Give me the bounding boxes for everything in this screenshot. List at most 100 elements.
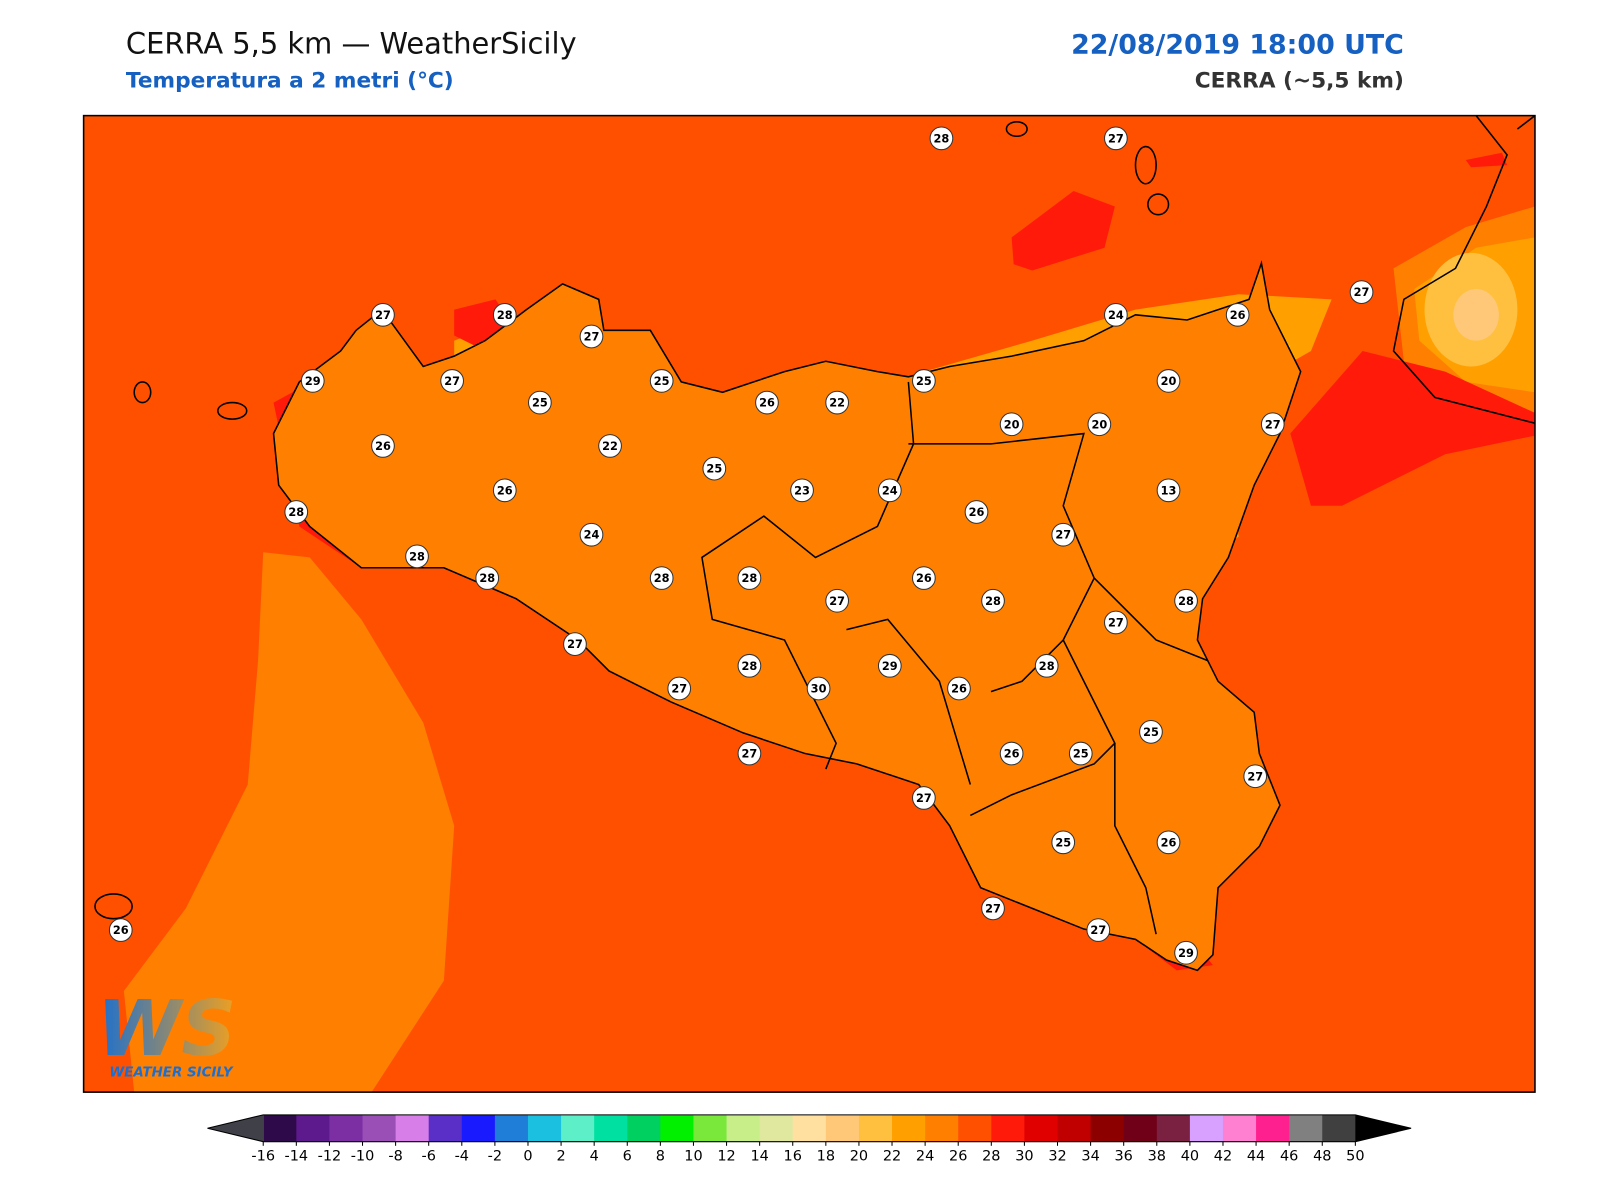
station-marker	[981, 588, 1005, 613]
colorbar-tick-label: -10	[351, 1148, 375, 1164]
station-marker	[929, 126, 954, 151]
station-value: 28	[1039, 659, 1055, 673]
station: 28	[492, 302, 517, 327]
station-value: 24	[1108, 308, 1124, 322]
station: 25	[912, 369, 936, 393]
station: 26	[371, 434, 395, 458]
station-marker	[737, 741, 762, 766]
station-value: 25	[706, 462, 722, 476]
station: 20	[1087, 412, 1112, 437]
station: 26	[912, 566, 936, 590]
station-marker	[1243, 764, 1268, 789]
station: 28	[1034, 653, 1059, 678]
station-marker	[1104, 126, 1128, 151]
station-value: 29	[305, 374, 321, 388]
colorbar-tick-label: 18	[817, 1148, 835, 1164]
colorbar-tick-label: 10	[684, 1148, 702, 1164]
colorbar-swatch	[461, 1114, 496, 1142]
station-marker	[1051, 522, 1076, 547]
colorbar-tick-label: -2	[488, 1148, 502, 1164]
station-marker	[371, 434, 395, 458]
station-value: 29	[1178, 946, 1194, 960]
colorbar-swatch	[958, 1114, 992, 1142]
station-marker	[999, 412, 1024, 437]
colorbar-swatch	[329, 1114, 364, 1142]
station-value: 28	[654, 571, 670, 585]
station-marker	[737, 653, 762, 678]
station-value: 25	[1143, 725, 1159, 739]
colorbar-tick-label: -4	[455, 1148, 469, 1164]
station-value: 27	[444, 374, 460, 388]
colorbar-swatch	[858, 1114, 893, 1142]
station-value: 28	[742, 571, 758, 585]
station: 27	[440, 369, 464, 393]
colorbar-swatch	[1256, 1114, 1290, 1142]
station-marker	[108, 918, 133, 942]
station-value: 24	[584, 528, 600, 542]
station-value: 23	[794, 483, 810, 497]
station-value: 27	[985, 901, 1001, 915]
station: 30	[806, 676, 831, 701]
colorbar-tick-label: -14	[285, 1148, 309, 1164]
station-value: 27	[1354, 285, 1370, 299]
station-marker	[667, 676, 692, 701]
station-marker	[405, 544, 429, 569]
station: 28	[649, 566, 674, 590]
station: 28	[405, 544, 429, 569]
colorbar-tick-label: 12	[717, 1148, 735, 1164]
station: 23	[790, 478, 814, 503]
colorbar-tick-label: 20	[850, 1148, 868, 1164]
station: 25	[1139, 720, 1163, 744]
colorbar-swatch	[759, 1114, 794, 1142]
station: 22	[598, 434, 622, 458]
station: 26	[1225, 302, 1250, 327]
station-marker	[1086, 918, 1111, 942]
station-marker	[649, 566, 674, 590]
station-marker	[492, 478, 517, 503]
temperature-field	[83, 115, 1535, 1093]
station-marker	[579, 522, 604, 547]
logo-name: WEATHER SICILY	[109, 1066, 233, 1081]
station-value: 27	[742, 747, 758, 761]
colorbar-tick-label: -16	[251, 1148, 275, 1164]
station-value: 26	[375, 439, 391, 453]
station: 28	[737, 566, 762, 590]
station-marker	[1034, 653, 1059, 678]
station-value: 26	[969, 505, 985, 519]
station-value: 27	[1055, 528, 1071, 542]
colorbar-swatch	[494, 1114, 529, 1142]
station: 25	[1068, 741, 1093, 766]
station: 28	[284, 500, 309, 524]
station-marker	[912, 369, 936, 393]
station-marker	[1087, 412, 1112, 437]
station-marker	[1104, 302, 1128, 327]
colorbar-tick-label: 38	[1148, 1148, 1166, 1164]
station-value: 27	[375, 308, 391, 322]
colorbar-tick-label: 30	[1015, 1148, 1033, 1164]
station-value: 28	[985, 594, 1001, 608]
station: 24	[579, 522, 604, 547]
station-value: 27	[1108, 615, 1124, 629]
station-marker	[912, 566, 936, 590]
station: 27	[579, 324, 604, 349]
station-value: 27	[1108, 131, 1124, 145]
colorbar-swatch	[296, 1114, 330, 1142]
station: 26	[108, 918, 133, 942]
station-value: 27	[1265, 417, 1281, 431]
station-value: 22	[829, 396, 845, 410]
station-value: 28	[934, 131, 950, 145]
station: 24	[877, 478, 902, 503]
colorbar-tick-label: 2	[556, 1148, 565, 1164]
station: 25	[528, 390, 552, 415]
colorbar-tick-label: 46	[1280, 1148, 1298, 1164]
station: 20	[1156, 369, 1181, 393]
station: 27	[1104, 126, 1128, 151]
subtitle: Temperatura a 2 metri (°C)	[126, 69, 454, 94]
colorbar-swatch	[792, 1114, 827, 1142]
colorbar-tick-label: 6	[623, 1148, 632, 1164]
station-marker	[300, 369, 325, 393]
colorbar-swatch	[693, 1114, 728, 1142]
station-marker	[563, 632, 587, 656]
station-value: 28	[742, 659, 758, 673]
station: 27	[1086, 918, 1111, 942]
